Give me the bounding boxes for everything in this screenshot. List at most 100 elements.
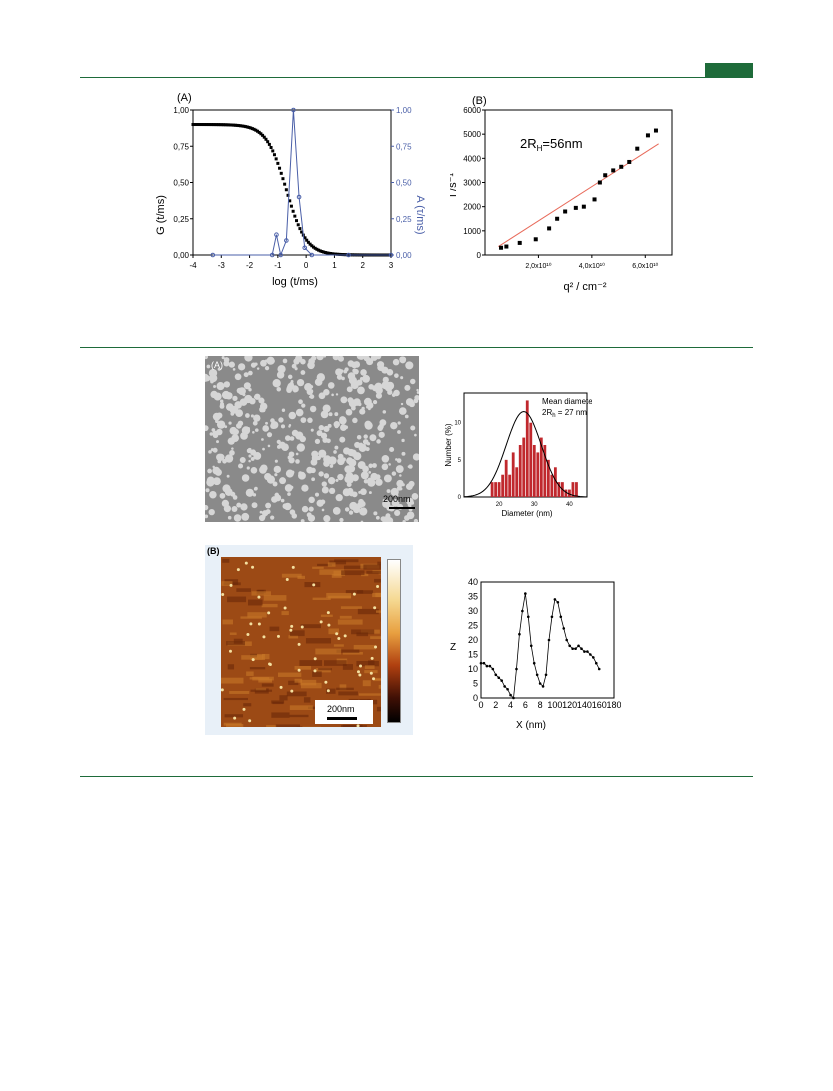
particle (300, 417, 307, 423)
particle (314, 378, 323, 386)
particle (267, 444, 271, 448)
y-tick-label: 25 (468, 621, 478, 631)
particle (272, 379, 281, 388)
afm-particle (352, 592, 356, 596)
distribution-point (296, 194, 302, 200)
particle (389, 446, 395, 453)
particle (361, 406, 365, 411)
particle (323, 425, 330, 433)
particle (212, 465, 215, 469)
profile-point (515, 667, 518, 671)
particle (274, 494, 282, 502)
particle (219, 402, 225, 407)
particle (205, 375, 211, 382)
x-tick-label: 6,0x10¹⁰ (632, 262, 658, 270)
particle (280, 424, 286, 429)
histogram-bar (557, 482, 561, 497)
particle (321, 508, 325, 512)
afm-stripe (378, 684, 381, 689)
particle (281, 408, 286, 412)
correlation-point (300, 230, 304, 234)
particle (401, 483, 405, 487)
particle (388, 463, 391, 466)
profile-point (503, 685, 506, 688)
particle (212, 447, 218, 453)
particle (367, 477, 373, 483)
data-point (653, 128, 658, 133)
histogram-bar (504, 459, 508, 497)
particle (236, 387, 243, 394)
particle (214, 468, 222, 476)
afm-stripe (299, 660, 323, 666)
plot-frame (484, 109, 673, 256)
afm-stripe (251, 591, 271, 596)
particle (316, 430, 323, 437)
afm-stripe (288, 680, 299, 686)
particle (289, 381, 294, 387)
particle (358, 490, 362, 494)
afm-stripe (336, 649, 360, 653)
afm-stripe (324, 660, 347, 666)
particle (265, 421, 268, 425)
correlation-point (208, 123, 212, 127)
correlation-point (233, 123, 237, 127)
profile-point (580, 647, 583, 650)
afm-stripe (338, 691, 358, 696)
particle (351, 491, 358, 498)
correlation-point (257, 130, 261, 134)
particle (229, 450, 235, 456)
particle (309, 395, 312, 399)
correlation-point (218, 123, 222, 127)
particle (337, 453, 344, 460)
afm-particle (297, 642, 301, 646)
correlation-point (191, 123, 195, 127)
particle (242, 393, 246, 397)
particle (241, 426, 251, 435)
histogram-bar (553, 467, 557, 497)
afm-stripe (320, 614, 333, 617)
particle (346, 386, 353, 393)
afm-stripe (364, 670, 378, 674)
particle (238, 363, 246, 371)
afm-stripe (252, 676, 274, 681)
afm-stripe (223, 722, 242, 726)
particle (405, 361, 414, 370)
particle (397, 430, 401, 434)
sem-label: (A) (211, 360, 223, 370)
profile-point (544, 673, 548, 677)
histogram-bar (525, 400, 529, 497)
particle (372, 399, 378, 405)
afm-particle (221, 688, 224, 692)
particle (264, 472, 272, 481)
particle (208, 450, 212, 454)
particle (409, 401, 415, 408)
afm-stripe (312, 671, 322, 677)
afm-stripe (288, 635, 299, 639)
hist-legend-1: Mean diameter (542, 397, 592, 406)
x-tick-label: 140 (577, 700, 592, 710)
histogram-bar (497, 482, 501, 497)
particle (221, 356, 225, 360)
afm-stripe (247, 612, 267, 618)
particle (232, 495, 238, 500)
afm-particle (374, 645, 378, 649)
particle (276, 371, 285, 379)
correlation-point (337, 252, 341, 256)
afm-particle (326, 689, 330, 693)
particle (321, 481, 327, 487)
profile-point (494, 673, 498, 677)
particle (226, 474, 230, 478)
distribution-point (278, 252, 283, 258)
correlation-point (281, 177, 285, 181)
data-point (635, 146, 640, 151)
afm-stripe (246, 671, 254, 676)
particle (250, 466, 258, 474)
particle (270, 421, 279, 429)
distribution-point (269, 252, 275, 258)
particle (353, 398, 361, 406)
afm-particle (313, 669, 317, 673)
correlation-point (255, 129, 259, 133)
particle (277, 365, 286, 374)
particle (276, 444, 281, 449)
particle (401, 438, 405, 443)
